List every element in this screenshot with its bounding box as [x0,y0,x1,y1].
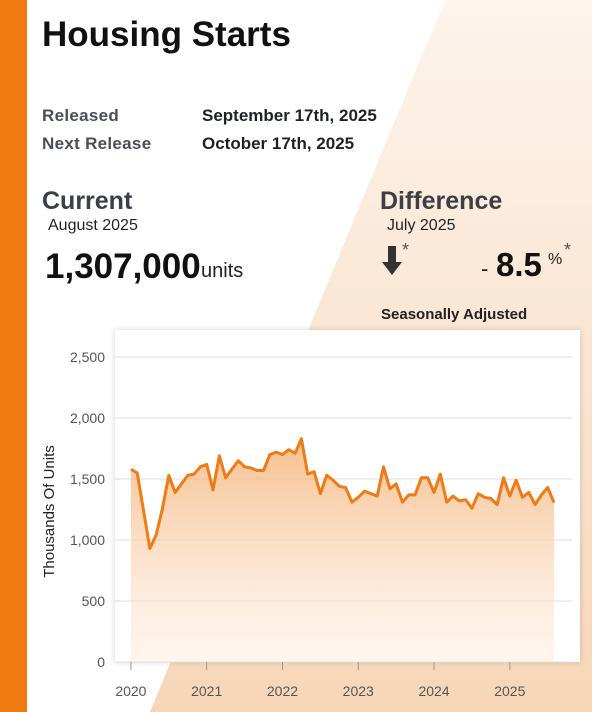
arrow-asterisk: * [402,240,409,260]
page-title: Housing Starts [42,15,291,54]
down-arrow-icon [382,246,402,275]
x-tick-label: 2024 [418,683,449,699]
y-tick-label: 500 [82,593,106,609]
difference-sign: - [481,256,488,281]
next-release-date: October 17th, 2025 [202,134,354,153]
line [130,437,556,551]
difference-period: July 2025 [387,217,456,234]
y-tick-label: 2,500 [70,349,105,365]
x-tick-label: 2025 [494,683,525,699]
difference-unit: % [548,251,562,268]
difference-asterisk: * [564,240,571,260]
difference-value: 8.5 [496,246,542,283]
accent-bar [0,0,27,712]
current-unit: units [201,260,243,282]
y-axis-title: Thousands Of Units [41,445,58,578]
current-heading: Current [42,187,133,215]
y-tick-label: 0 [97,654,105,670]
area-fill [130,438,555,662]
x-tick-label: 2021 [191,683,222,699]
released-date: September 17th, 2025 [202,106,377,125]
x-tick-label: 2022 [267,683,298,699]
x-tick-label: 2023 [343,683,374,699]
next-release-label: Next Release [42,134,151,153]
seasonal-note: Seasonally Adjusted [381,306,527,323]
current-period: August 2025 [48,217,138,234]
y-tick-label: 1,000 [70,532,105,548]
current-value: 1,307,000 [45,247,201,286]
x-tick-label: 2020 [115,683,146,699]
y-tick-label: 2,000 [70,410,105,426]
difference-heading: Difference [380,187,502,215]
chart: 0 500 1,000 1,500 2,000 2,500 2020 2021 2022 2023… [41,349,572,699]
released-label: Released [42,106,119,125]
y-tick-label: 1,500 [70,471,105,487]
